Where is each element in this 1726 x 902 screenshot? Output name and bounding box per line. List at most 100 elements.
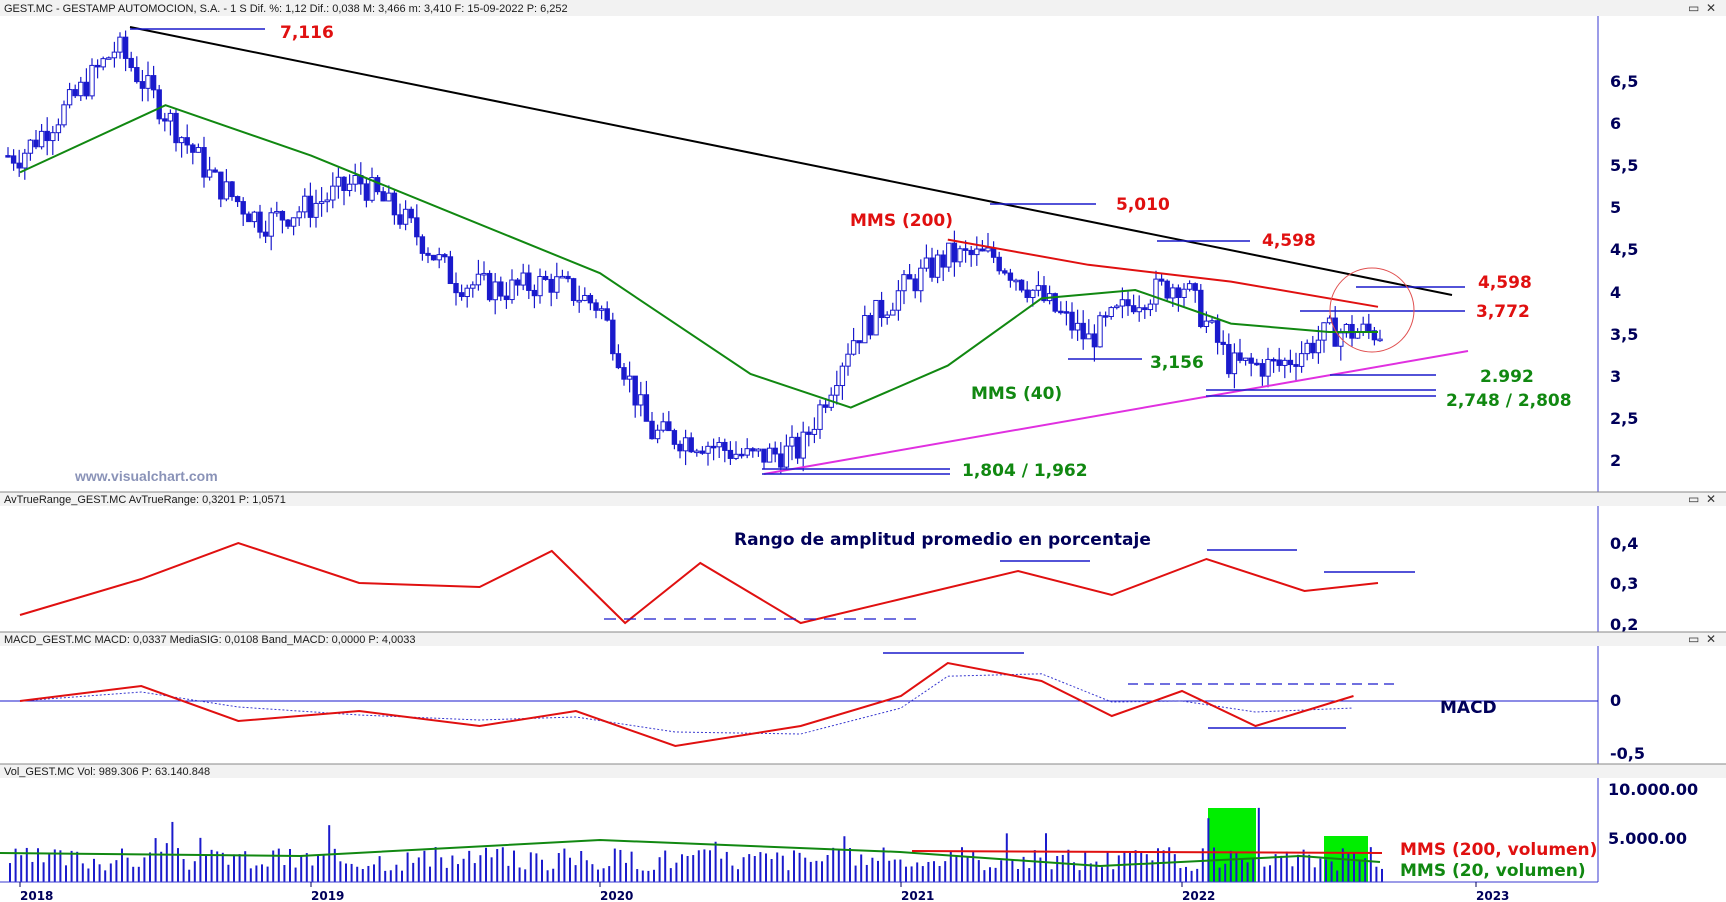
candle-body (649, 420, 655, 440)
candle-body (621, 367, 627, 380)
candle-body (1002, 270, 1008, 274)
candle-body (1310, 342, 1316, 354)
label-support-2022: 2.992 (1480, 367, 1534, 387)
macd-panel[interactable]: MACD_GEST.MC MACD: 0,0337 MediaSIG: 0,01… (0, 631, 1726, 764)
candle-body (576, 299, 582, 303)
candle-body (27, 139, 34, 154)
candle-body (408, 208, 414, 219)
candle-body (55, 124, 62, 134)
candle-body (240, 201, 246, 215)
atr-line (19, 541, 1379, 625)
price-candles (5, 30, 1383, 474)
candle-body (145, 75, 151, 89)
candle-body (492, 281, 498, 301)
candle-body (783, 445, 790, 468)
candle-body (430, 254, 437, 261)
candle-body (61, 104, 67, 126)
candle-body (520, 272, 526, 286)
candle-body (335, 176, 342, 187)
candle-body (1259, 363, 1266, 377)
restore-icon[interactable]: ▭ (1688, 1, 1699, 15)
candle-body (1298, 353, 1305, 367)
price-tick: 3,5 (1610, 325, 1638, 344)
vol-mms200-line (911, 850, 1383, 854)
macd-tick: 0 (1610, 691, 1621, 710)
price-header: GEST.MC - GESTAMP AUTOMOCION, S.A. - 1 S… (4, 3, 568, 15)
close-icon[interactable]: ✕ (1706, 632, 1716, 646)
candle-body (262, 231, 269, 237)
candle-body (1371, 330, 1378, 341)
candle-body (750, 448, 756, 452)
candle-body (341, 176, 347, 191)
candle-body (587, 294, 594, 304)
close-icon[interactable]: ✕ (1706, 1, 1716, 15)
highlight-circle (1329, 267, 1415, 353)
candle-body (867, 315, 874, 336)
atr-panel[interactable]: AvTrueRange_GEST.MC AvTrueRange: 0,3201 … (0, 491, 1726, 634)
candle-body (755, 448, 762, 452)
candle-body (873, 299, 879, 336)
candle-body (884, 314, 890, 319)
restore-icon[interactable]: ▭ (1688, 632, 1699, 646)
candle-body (537, 276, 543, 297)
price-panel[interactable]: GEST.MC - GESTAMP AUTOMOCION, S.A. - 1 S… (0, 0, 1726, 492)
candle-body (1035, 285, 1042, 291)
candle-body (486, 272, 493, 301)
candle-body (363, 183, 370, 201)
candle-body (710, 445, 717, 449)
candle-body (615, 353, 622, 369)
candle-body (111, 51, 118, 59)
candle-body (1287, 359, 1294, 366)
label-support-2021: 3,156 (1150, 353, 1204, 373)
candle-body (128, 57, 134, 69)
candle-body (1377, 338, 1383, 342)
candle-body (626, 375, 633, 380)
atr-lines (19, 541, 1415, 625)
candle-body (16, 162, 22, 169)
candle-body (380, 191, 386, 202)
candle-body (789, 436, 795, 447)
label-mms200: MMS (200) (850, 211, 953, 231)
volume-panel[interactable]: Vol_GEST.MC Vol: 989.306 P: 63.140.848 1… (0, 763, 1726, 882)
candle-body (1074, 322, 1081, 331)
candle-body (1041, 285, 1047, 302)
candle-body (593, 302, 599, 311)
price-tick: 3 (1610, 367, 1621, 386)
candle-body (234, 196, 241, 203)
candle-body (1091, 333, 1098, 348)
candle-body (274, 210, 280, 214)
candle-body (369, 177, 375, 201)
candle-body (1108, 307, 1114, 318)
candle-body (139, 81, 146, 89)
candle-body (307, 195, 314, 218)
candle-body (106, 57, 112, 60)
candle-body (1293, 364, 1299, 367)
candle-body (531, 289, 538, 297)
candle-body (1153, 278, 1159, 305)
restore-icon[interactable]: ▭ (1688, 492, 1699, 506)
vol-tick: 5.000.00 (1608, 829, 1687, 848)
price-tick: 6 (1610, 114, 1621, 133)
candle-body (50, 132, 56, 142)
label-vol-mms20: MMS (20, volumen) (1400, 861, 1586, 881)
candle-body (918, 267, 924, 292)
candle-body (554, 276, 560, 293)
candle-body (414, 217, 420, 238)
candle-body (1063, 311, 1070, 314)
candle-body (772, 447, 778, 455)
candle-body (251, 211, 258, 223)
label-high-2022a: 4,598 (1262, 231, 1316, 251)
candle-body (1158, 278, 1165, 282)
candle-body (699, 450, 706, 454)
candle-body (850, 340, 857, 355)
candle-body (94, 64, 101, 68)
x-axis: 2018 2019 2020 2021 2022 2023 (0, 881, 1598, 902)
candle-body (425, 252, 431, 256)
candle-body (906, 274, 913, 280)
candle-body (1142, 307, 1148, 311)
candle-body (386, 192, 392, 202)
candle-body (901, 274, 907, 292)
close-icon[interactable]: ✕ (1706, 492, 1716, 506)
candle-body (677, 443, 683, 452)
